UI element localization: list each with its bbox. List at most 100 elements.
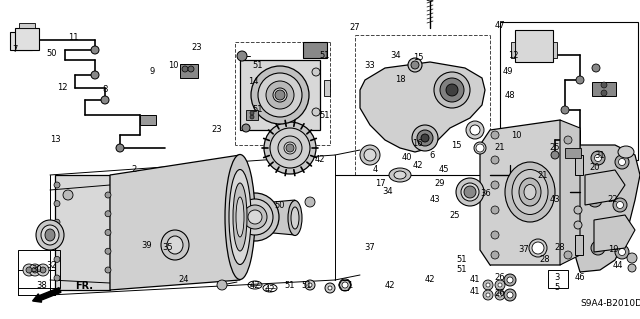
Ellipse shape (466, 121, 484, 139)
Text: 32: 32 (47, 261, 58, 270)
Text: 51: 51 (253, 61, 263, 70)
Text: 37: 37 (518, 246, 529, 255)
Ellipse shape (251, 66, 309, 124)
Text: 3: 3 (554, 273, 560, 283)
Circle shape (601, 82, 607, 88)
Text: 14: 14 (248, 78, 259, 86)
Bar (592, 82, 616, 96)
Circle shape (615, 245, 629, 259)
Text: 15: 15 (413, 54, 423, 63)
Text: 23: 23 (212, 125, 222, 135)
Bar (500, 22, 638, 160)
Text: 46: 46 (575, 273, 586, 283)
Text: 33: 33 (365, 61, 376, 70)
Ellipse shape (248, 210, 262, 224)
Ellipse shape (236, 197, 244, 237)
Circle shape (483, 280, 493, 290)
Text: 29: 29 (435, 179, 445, 188)
Circle shape (242, 124, 250, 132)
Text: 5: 5 (554, 284, 559, 293)
Circle shape (217, 280, 227, 290)
Ellipse shape (389, 168, 411, 182)
Circle shape (576, 76, 584, 84)
Circle shape (627, 253, 637, 263)
Ellipse shape (470, 125, 480, 135)
Circle shape (498, 283, 502, 287)
Circle shape (464, 186, 476, 198)
Circle shape (591, 151, 605, 165)
Circle shape (591, 241, 605, 255)
Text: 45: 45 (439, 166, 449, 174)
Circle shape (425, 0, 435, 1)
Circle shape (491, 131, 499, 139)
Text: 26: 26 (495, 273, 506, 283)
Ellipse shape (161, 230, 189, 260)
Circle shape (101, 96, 109, 104)
Ellipse shape (264, 122, 316, 174)
Ellipse shape (237, 199, 273, 235)
Text: 51: 51 (301, 280, 312, 290)
Bar (19, 23, 35, 28)
Ellipse shape (434, 72, 470, 108)
Text: 50: 50 (47, 48, 57, 57)
Circle shape (483, 290, 493, 300)
Circle shape (54, 219, 60, 225)
Text: 8: 8 (102, 85, 108, 94)
Circle shape (54, 182, 60, 188)
Circle shape (504, 289, 516, 301)
Ellipse shape (288, 201, 302, 235)
Circle shape (328, 286, 332, 290)
Circle shape (312, 68, 320, 76)
Circle shape (250, 111, 254, 115)
Text: 24: 24 (179, 276, 189, 285)
Text: 39: 39 (141, 241, 152, 249)
Text: 40: 40 (402, 152, 412, 161)
Text: 41: 41 (470, 287, 480, 296)
Text: 10: 10 (511, 130, 521, 139)
Text: 9: 9 (149, 68, 155, 77)
Text: 27: 27 (349, 23, 360, 32)
Circle shape (23, 264, 35, 276)
Ellipse shape (167, 236, 183, 254)
Polygon shape (560, 120, 580, 265)
Circle shape (91, 46, 99, 54)
Circle shape (613, 198, 627, 212)
Circle shape (250, 115, 254, 119)
Circle shape (491, 231, 499, 239)
Circle shape (476, 144, 484, 152)
Text: 28: 28 (540, 256, 550, 264)
Text: 51: 51 (253, 106, 263, 115)
Ellipse shape (266, 81, 294, 109)
Text: 15: 15 (451, 140, 461, 150)
Circle shape (54, 275, 60, 281)
Circle shape (564, 136, 572, 144)
Ellipse shape (412, 125, 438, 151)
Text: 37: 37 (365, 243, 376, 253)
Text: 26: 26 (495, 288, 506, 298)
Ellipse shape (417, 130, 433, 146)
Circle shape (188, 66, 194, 72)
Text: 6: 6 (429, 151, 435, 160)
Text: 38: 38 (36, 280, 47, 290)
Text: 43: 43 (550, 196, 560, 204)
Ellipse shape (524, 184, 536, 199)
Ellipse shape (41, 225, 59, 245)
Ellipse shape (291, 207, 299, 229)
Circle shape (498, 293, 502, 297)
Bar (10, 32, 32, 50)
Circle shape (595, 244, 602, 251)
Polygon shape (480, 120, 575, 265)
Ellipse shape (360, 145, 380, 165)
Circle shape (491, 181, 499, 189)
Ellipse shape (270, 128, 310, 168)
Circle shape (507, 292, 513, 298)
Circle shape (305, 280, 315, 290)
Text: 21: 21 (538, 170, 548, 180)
Circle shape (616, 202, 623, 209)
Circle shape (91, 71, 99, 79)
Text: 2: 2 (131, 166, 136, 174)
Text: 25: 25 (450, 211, 460, 219)
Text: 7: 7 (12, 46, 18, 55)
Circle shape (574, 206, 582, 214)
Ellipse shape (421, 134, 429, 142)
